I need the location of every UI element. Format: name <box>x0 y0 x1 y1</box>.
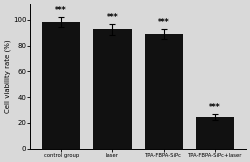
Bar <box>42 22 80 149</box>
Text: ***: *** <box>107 13 118 22</box>
Text: ***: *** <box>158 18 170 27</box>
Bar <box>93 29 132 149</box>
Text: ***: *** <box>209 103 221 112</box>
Y-axis label: Cell viability rate (%): Cell viability rate (%) <box>4 40 11 113</box>
Text: ***: *** <box>56 6 67 15</box>
Bar <box>144 34 183 149</box>
Bar <box>196 117 234 149</box>
